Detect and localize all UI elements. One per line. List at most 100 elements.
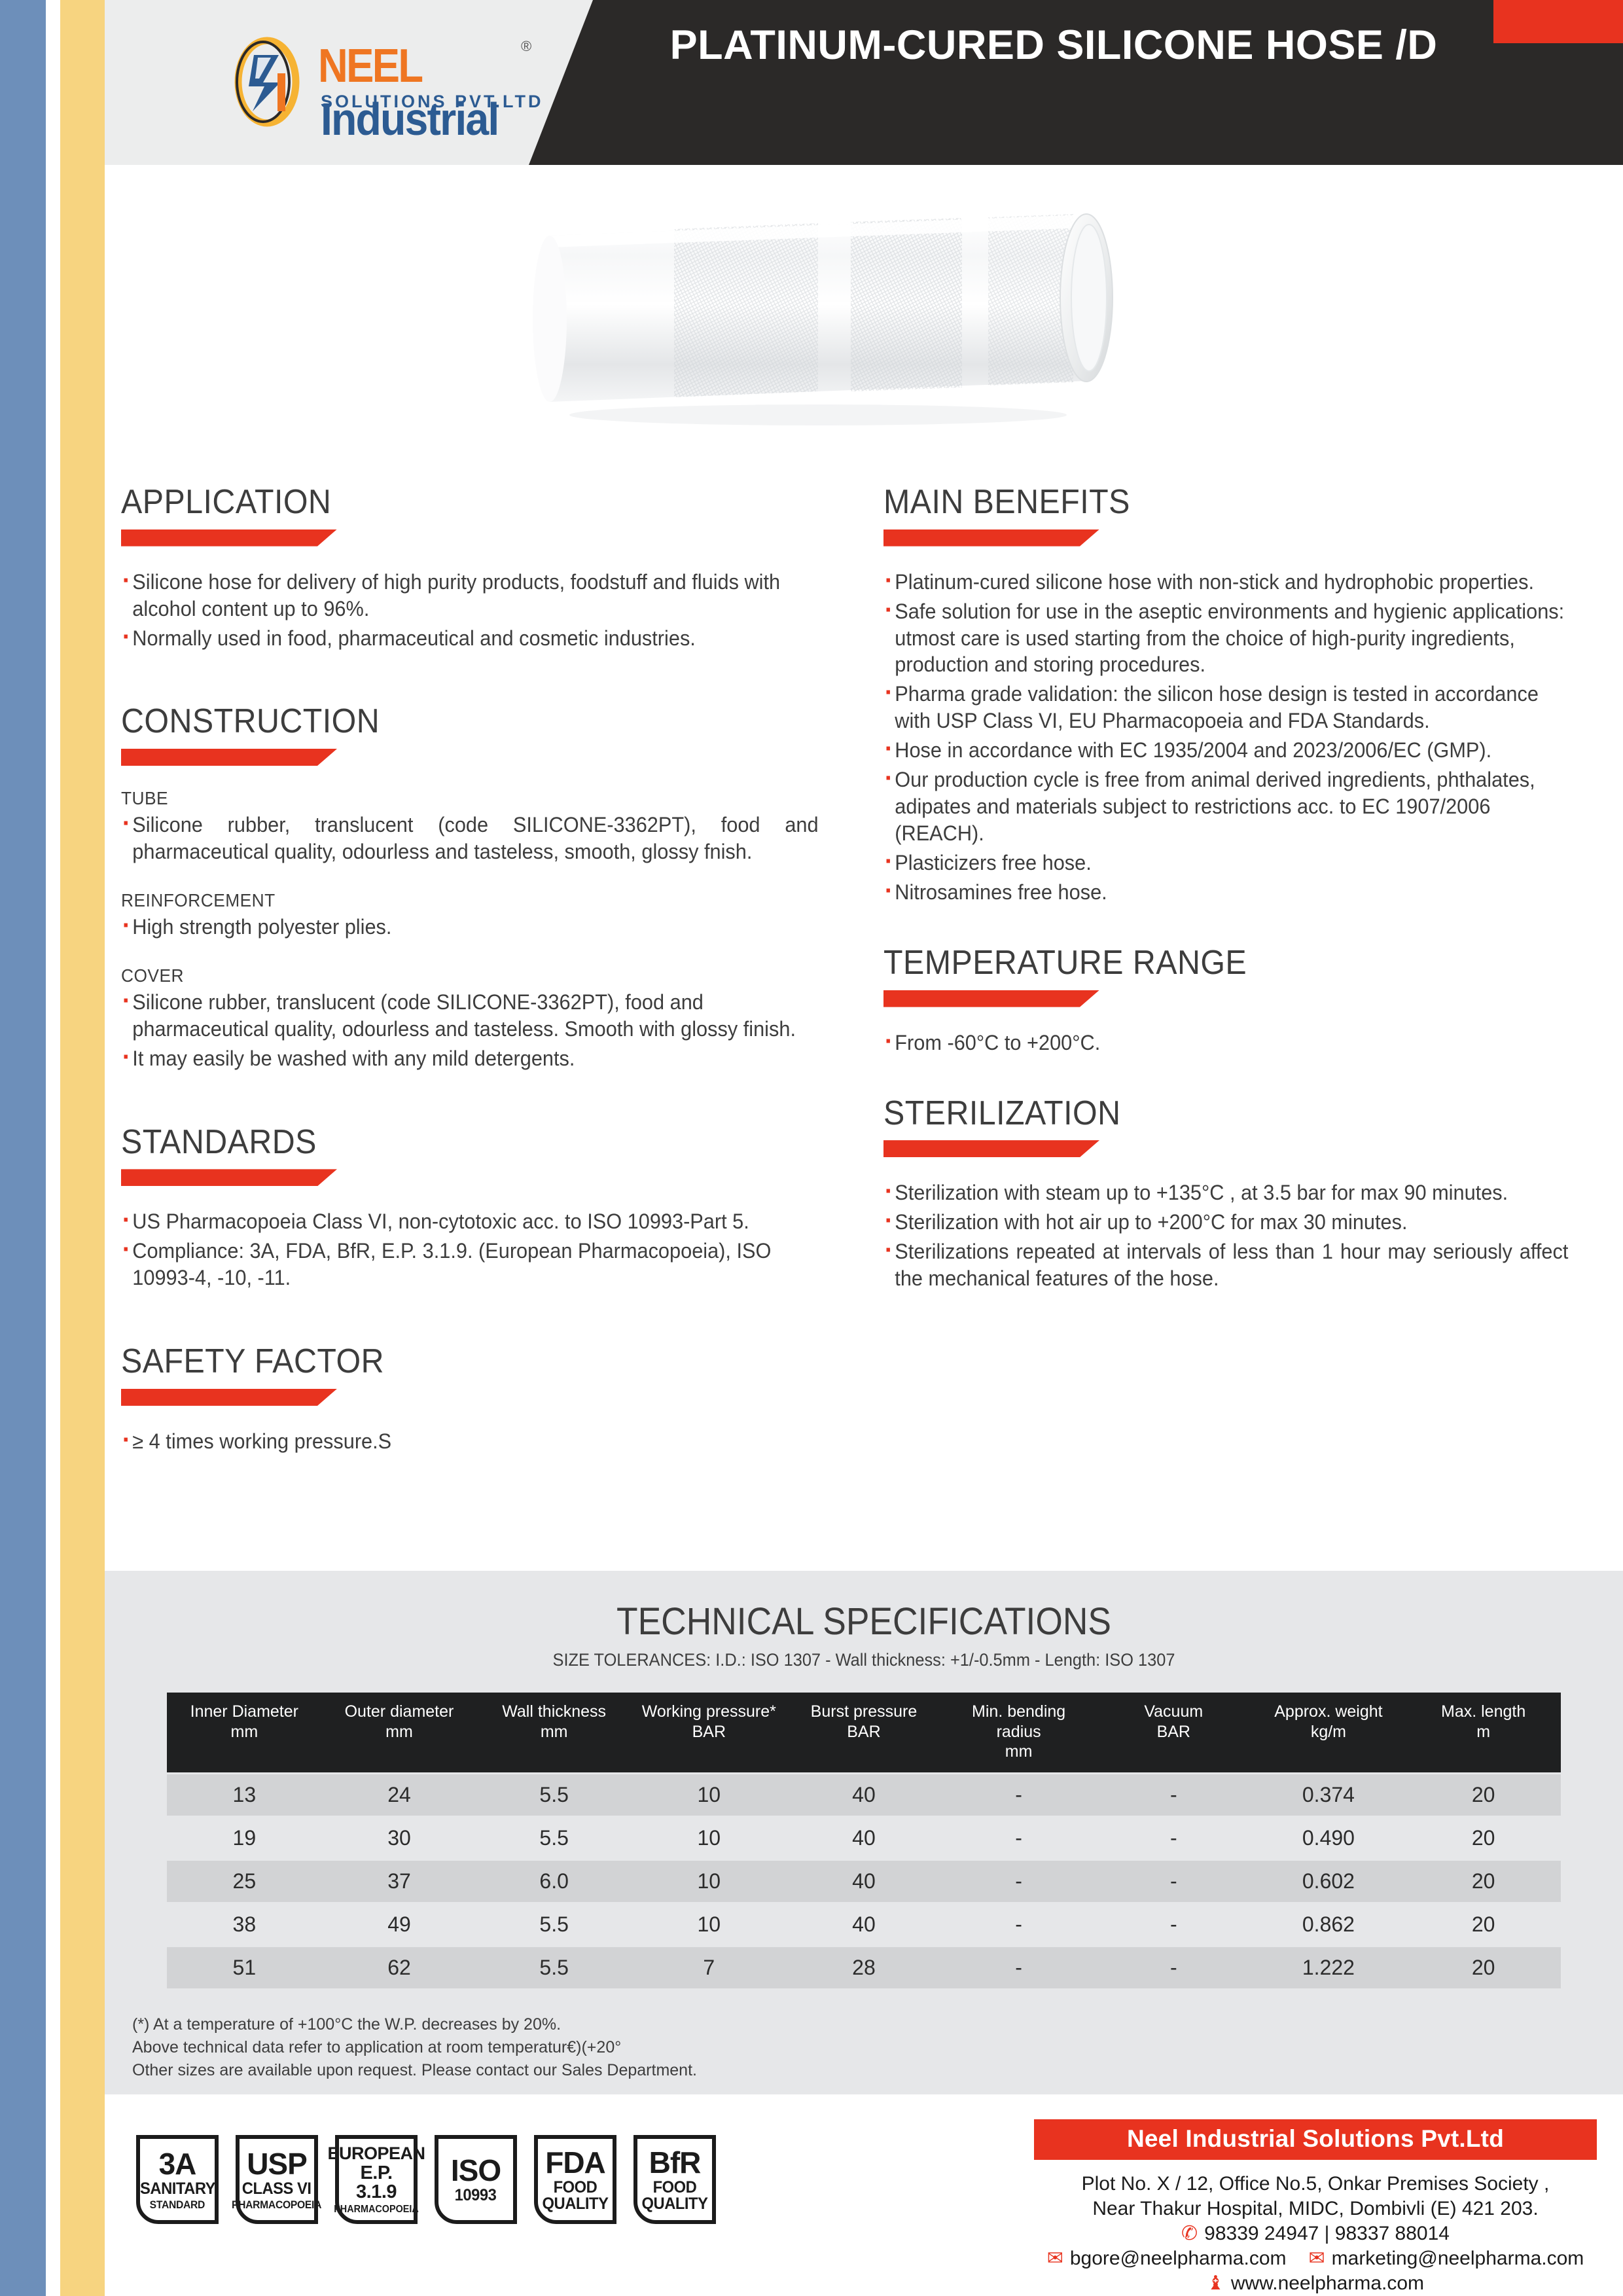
standards-list: US Pharmacopoeia Class VI, non-cytotoxic… (121, 1207, 847, 1291)
column-header-0: Inner Diameter mm (167, 1693, 322, 1773)
section-title-construction: CONSTRUCTION (121, 702, 380, 741)
table-cell: 28 (786, 1945, 942, 1988)
certification-badge-bfr: BfR FOOD QUALITY (633, 2135, 716, 2224)
tech-spec-title: TECHNICAL SPECIFICATIONS (616, 1600, 1112, 1643)
badge-line-2: FOOD QUALITY (542, 2178, 609, 2213)
neel-logo-mark (234, 37, 300, 127)
website-row[interactable]: ♝ www.neelpharma.com (1034, 2271, 1597, 2296)
left-accent-bar-blue (0, 0, 46, 2296)
table-cell: - (1096, 1901, 1251, 1946)
table-row: 19 30 5.5 10 40- -0.490 20 (167, 1815, 1561, 1859)
specifications-table: Inner Diameter mm Outer diameter mm Wall thi… (167, 1693, 1561, 1988)
list-item: It may easily be washed with any mild de… (121, 1044, 819, 1072)
table-row: 25 37 6.0 10 40- -0.602 20 (167, 1858, 1561, 1903)
envelope-icon: ✉ (1046, 2248, 1063, 2270)
table-cell: 13 (167, 1772, 322, 1816)
badge-line-1: FDA (545, 2145, 606, 2179)
table-cell: 0.602 (1251, 1858, 1406, 1903)
table-cell: 19 (167, 1815, 322, 1859)
column-header-1: Outer diameter mm (321, 1693, 477, 1773)
left-accent-bar-yellow (60, 0, 105, 2296)
column-header-4: Burst pressure BAR (786, 1693, 942, 1773)
address-line-1: Plot No. X / 12, Office No.5, Onkar Prem… (1081, 2173, 1550, 2195)
certification-badge-fda: FDA FOOD QUALITY (534, 2135, 616, 2224)
column-header-7: Approx. weight kg/m (1251, 1693, 1406, 1773)
list-item: Normally used in food, pharmaceutical an… (121, 624, 819, 652)
table-body: 13 24 5.5 10 40- -0.374 20 19 30 5.5 10 40- -0.490 20… (167, 1772, 1561, 1988)
envelope-icon: ✉ (1308, 2248, 1325, 2270)
table-cell: 20 (1406, 1901, 1561, 1946)
section-rule-temperature-range (883, 990, 1099, 1007)
section-title-application: APPLICATION (121, 483, 332, 521)
certification-badges: 3A SANITARY STANDARD USP CLASS VI PHARMACOPOE… (136, 2135, 716, 2224)
email-1[interactable]: bgore@neelpharma.com (1069, 2248, 1287, 2270)
phone-numbers: 98339 24947 | 98337 88014 (1204, 2223, 1450, 2245)
certification-badge-iso: ISO 10993 (435, 2135, 517, 2224)
list-item: Silicone hose for delivery of high purit… (121, 567, 819, 622)
section-rule-construction (121, 749, 337, 766)
table-cell: 40 (786, 1858, 942, 1903)
table-cell: 40 (786, 1815, 942, 1859)
table-cell: - (941, 1858, 1096, 1903)
table-cell: 37 (321, 1858, 477, 1903)
column-header-2: Wall thickness mm (476, 1693, 632, 1773)
address-line-2: Near Thakur Hospital, MIDC, Dombivli (E)… (1092, 2198, 1539, 2220)
silicone-hose-image (533, 213, 1113, 425)
table-cell: - (941, 1945, 1096, 1988)
email-2[interactable]: marketing@neelpharma.com (1331, 2248, 1584, 2270)
tech-spec-subtitle: SIZE TOLERANCES: I.D.: ISO 1307 - Wall t… (552, 1650, 1175, 1670)
table-notes: (*) At a temperature of +100°C the W.P. … (132, 2013, 1623, 2082)
logo-industrial-text: Industrial (321, 94, 499, 145)
table-header-row: Inner Diameter mm Outer diameter mm Wall thi… (167, 1693, 1561, 1773)
table-cell: 0.862 (1251, 1901, 1406, 1946)
section-rule-application (121, 529, 337, 547)
list-item: Our production cycle is free from animal… (883, 765, 1568, 847)
certification-badge-usp: USP CLASS VI PHARMACOPOEIA (232, 2135, 322, 2224)
table-cell: 20 (1406, 1858, 1561, 1903)
table-cell: 5.5 (476, 1815, 632, 1859)
badge-line-3: PHARMACOPOEIA (334, 2203, 419, 2215)
product-image-area (105, 165, 1623, 473)
safety-factor-list: ≥ 4 times working pressure.S (121, 1427, 847, 1455)
badge-line-1: EUROPEAN (327, 2143, 425, 2163)
table-header: Inner Diameter mm Outer diameter mm Wall thi… (167, 1693, 1561, 1773)
certification-badge-3a: 3A SANITARY STANDARD (136, 2135, 219, 2224)
table-cell: 20 (1406, 1945, 1561, 1988)
section-title-main-benefits: MAIN BENEFITS (883, 483, 1130, 521)
subsection-label-reinforcement: REINFORCEMENT (121, 889, 276, 910)
badge-line-2: CLASS VI (242, 2179, 312, 2198)
section-title-standards: STANDARDS (121, 1122, 317, 1161)
email-1-group[interactable]: ✉ bgore@neelpharma.com (1047, 2246, 1287, 2271)
table-cell: 40 (786, 1901, 942, 1946)
section-title-safety-factor: SAFETY FACTOR (121, 1342, 384, 1381)
badge-line-1: ISO (450, 2153, 501, 2187)
badge-line-3: PHARMACOPOEIA (232, 2198, 322, 2211)
table-cell: 0.374 (1251, 1772, 1406, 1816)
table-cell: 38 (167, 1901, 322, 1946)
main-benefits-list: Platinum-cured silicone hose with non-st… (883, 567, 1597, 906)
table-row: 51 62 5.5 7 28- -1.222 20 (167, 1945, 1561, 1988)
table-cell: 10 (631, 1815, 787, 1859)
note-line: Other sizes are available upon request. … (132, 2060, 697, 2079)
subsection-label-cover: COVER (121, 965, 184, 986)
email-2-group[interactable]: ✉ marketing@neelpharma.com (1309, 2246, 1584, 2271)
badge-line-2: SANITARY (139, 2179, 215, 2198)
table-cell: 10 (631, 1901, 787, 1946)
table-row: 13 24 5.5 10 40- -0.374 20 (167, 1772, 1561, 1816)
badge-line-2: FOOD QUALITY (641, 2178, 708, 2213)
header-red-accent (1493, 0, 1623, 43)
table-cell: 10 (631, 1858, 787, 1903)
list-item: Safe solution for use in the aseptic env… (883, 597, 1568, 679)
table-cell: 20 (1406, 1772, 1561, 1816)
table-cell: - (941, 1901, 1096, 1946)
table-cell: 30 (321, 1815, 477, 1859)
contact-block: Neel Industrial Solutions Pvt.Ltd Plot N… (1034, 2119, 1597, 2296)
globe-icon: ♝ (1206, 2272, 1224, 2295)
column-header-6: Vacuum BAR (1096, 1693, 1251, 1773)
subsection-label-tube: TUBE (121, 788, 169, 809)
badge-line-2: E.P. 3.1.9 (356, 2162, 397, 2202)
table-cell: 5.5 (476, 1901, 632, 1946)
website-url[interactable]: www.neelpharma.com (1230, 2272, 1425, 2295)
page-footer: 3A SANITARY STANDARD USP CLASS VI PHARMACOPOE… (105, 2094, 1623, 2296)
note-line: Above technical data refer to applicatio… (132, 2037, 622, 2056)
